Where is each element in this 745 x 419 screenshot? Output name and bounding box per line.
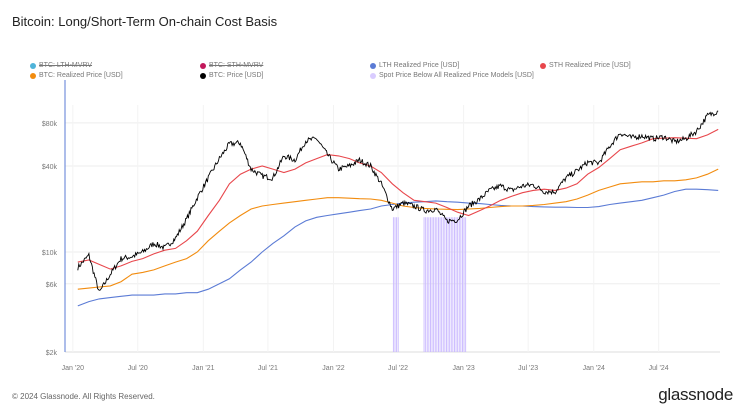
x-tick-label: Jan '20: [62, 365, 84, 372]
legend-item[interactable]: BTC: Realized Price [USD]: [30, 72, 123, 79]
legend-label: Spot Price Below All Realized Price Mode…: [379, 72, 534, 79]
legend-swatch: [370, 72, 376, 79]
x-tick-label: Jul '22: [388, 365, 408, 372]
x-tick-label: Jan '24: [583, 365, 605, 372]
copyright: © 2024 Glassnode. All Rights Reserved.: [12, 392, 155, 401]
shaded-range: [423, 217, 467, 352]
series-line: [77, 128, 719, 270]
legend-item[interactable]: BTC: Price [USD]: [200, 72, 263, 79]
legend-item[interactable]: BTC: LTH-MVRV: [30, 62, 92, 69]
shaded-range: [392, 217, 399, 352]
legend-item[interactable]: Spot Price Below All Realized Price Mode…: [370, 72, 534, 79]
legend-label: BTC: STH-MVRV: [209, 62, 264, 69]
y-tick-label: $6k: [46, 282, 58, 289]
series-line: [77, 110, 719, 291]
legend-label: BTC: LTH-MVRV: [39, 62, 93, 69]
legend-item[interactable]: BTC: STH-MVRV: [200, 62, 263, 69]
legend-swatch: [200, 62, 206, 69]
legend-item[interactable]: STH Realized Price [USD]: [540, 62, 631, 69]
y-tick-label: $80k: [42, 121, 58, 128]
legend-swatch: [30, 62, 36, 69]
legend-swatch: [200, 72, 206, 79]
legend-label: LTH Realized Price [USD]: [379, 62, 460, 69]
x-tick-label: Jan '22: [322, 365, 344, 372]
legend-swatch: [370, 62, 376, 69]
y-tick-label: $40k: [42, 164, 58, 171]
x-tick-label: Jul '21: [258, 365, 278, 372]
legend-swatch: [540, 62, 546, 69]
x-tick-label: Jul '23: [518, 365, 538, 372]
legend-label: BTC: Price [USD]: [209, 72, 264, 79]
chart-title: Bitcoin: Long/Short-Term On-chain Cost B…: [12, 14, 278, 29]
legend-label: STH Realized Price [USD]: [549, 62, 631, 69]
x-tick-label: Jul '24: [649, 365, 669, 372]
legend-swatch: [30, 72, 36, 79]
x-tick-label: Jul '20: [128, 365, 148, 372]
x-tick-label: Jan '21: [192, 365, 214, 372]
legend-item[interactable]: LTH Realized Price [USD]: [370, 62, 459, 69]
x-tick-label: Jan '23: [452, 365, 474, 372]
y-tick-label: $2k: [46, 350, 58, 357]
legend-label: BTC: Realized Price [USD]: [39, 72, 123, 79]
glassnode-logo: glassnode: [658, 385, 733, 404]
y-tick-label: $10k: [42, 250, 58, 257]
